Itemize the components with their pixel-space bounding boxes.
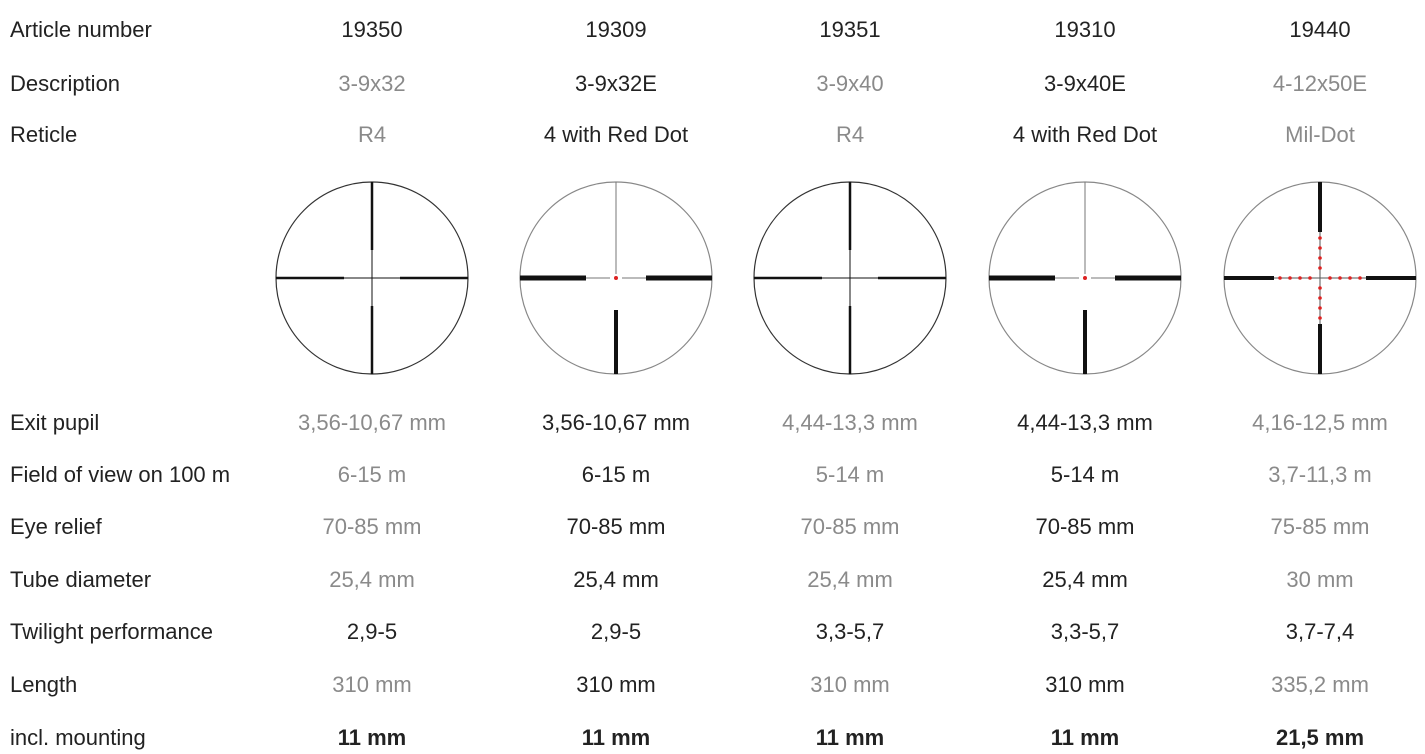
- spec-value: 30 mm: [1286, 567, 1353, 593]
- page: {"table":{"rows":[ {"label":"Article num…: [0, 0, 1425, 754]
- spec-value: 4,44-13,3 mm: [782, 410, 918, 436]
- spec-value: 21,5 mm: [1276, 725, 1364, 751]
- mil-dot: [1328, 276, 1332, 280]
- spec-value: 25,4 mm: [1042, 567, 1128, 593]
- mil-dot: [1318, 256, 1322, 260]
- spec-value: 4 with Red Dot: [1013, 122, 1157, 148]
- spec-value: 2,9-5: [591, 619, 641, 645]
- spec-value: 4,16-12,5 mm: [1252, 410, 1388, 436]
- spec-value: 3-9x40: [816, 71, 883, 97]
- spec-value: 5-14 m: [1051, 462, 1119, 488]
- spec-value: 5-14 m: [816, 462, 884, 488]
- spec-value: 70-85 mm: [1035, 514, 1134, 540]
- spec-value: 19310: [1054, 17, 1115, 43]
- spec-value: 3,7-7,4: [1286, 619, 1355, 645]
- mil-dot: [1298, 276, 1302, 280]
- spec-value: 310 mm: [576, 672, 655, 698]
- spec-value: 11 mm: [338, 725, 407, 751]
- mil-dot: [1358, 276, 1362, 280]
- mil-dot: [1318, 266, 1322, 270]
- mil-dot: [1348, 276, 1352, 280]
- spec-value: 11 mm: [582, 725, 651, 751]
- mil-dot: [1318, 236, 1322, 240]
- mil-dot: [1318, 286, 1322, 290]
- mil-dot: [1288, 276, 1292, 280]
- spec-value: 75-85 mm: [1270, 514, 1369, 540]
- spec-value: 19350: [341, 17, 402, 43]
- spec-value: 3-9x32: [338, 71, 405, 97]
- mil-dot: [1308, 276, 1312, 280]
- spec-value: 70-85 mm: [800, 514, 899, 540]
- row-label: Eye relief: [10, 514, 102, 540]
- spec-value: R4: [358, 122, 386, 148]
- mil-dot: [1318, 246, 1322, 250]
- row-label: Length: [10, 672, 77, 698]
- mil-dot: [1338, 276, 1342, 280]
- spec-value: 310 mm: [332, 672, 411, 698]
- spec-value: Mil-Dot: [1285, 122, 1355, 148]
- spec-value: 3,3-5,7: [1051, 619, 1120, 645]
- row-label: incl. mounting: [10, 725, 146, 751]
- row-label: Field of view on 100 m: [10, 462, 230, 488]
- row-label: Description: [10, 71, 120, 97]
- spec-value: 3,3-5,7: [816, 619, 885, 645]
- spec-value: 70-85 mm: [322, 514, 421, 540]
- mil-dot: [1278, 276, 1282, 280]
- spec-value: 3,7-11,3 m: [1268, 462, 1372, 488]
- mil-dot: [1318, 306, 1322, 310]
- row-label: Tube diameter: [10, 567, 151, 593]
- row-label: Reticle: [10, 122, 77, 148]
- row-label: Article number: [10, 17, 152, 43]
- spec-value: 6-15 m: [338, 462, 406, 488]
- spec-value: 25,4 mm: [807, 567, 893, 593]
- spec-value: 25,4 mm: [573, 567, 659, 593]
- spec-value: 19440: [1289, 17, 1350, 43]
- reticle-images: [0, 0, 1425, 754]
- red-dot: [1083, 276, 1087, 280]
- row-label: Twilight performance: [10, 619, 213, 645]
- spec-value: 25,4 mm: [329, 567, 415, 593]
- spec-value: 310 mm: [1045, 672, 1124, 698]
- spec-value: 6-15 m: [582, 462, 650, 488]
- spec-value: 11 mm: [816, 725, 885, 751]
- spec-value: 3,56-10,67 mm: [298, 410, 446, 436]
- spec-value: 11 mm: [1051, 725, 1120, 751]
- spec-value: 310 mm: [810, 672, 889, 698]
- row-label: Exit pupil: [10, 410, 99, 436]
- spec-value: R4: [836, 122, 864, 148]
- spec-value: 4,44-13,3 mm: [1017, 410, 1153, 436]
- spec-value: 19309: [585, 17, 646, 43]
- mil-dot: [1318, 296, 1322, 300]
- spec-value: 19351: [819, 17, 880, 43]
- spec-value: 335,2 mm: [1271, 672, 1369, 698]
- spec-value: 3-9x32E: [575, 71, 657, 97]
- spec-value: 3-9x40E: [1044, 71, 1126, 97]
- mil-dot: [1318, 316, 1322, 320]
- red-dot: [614, 276, 618, 280]
- spec-value: 2,9-5: [347, 619, 397, 645]
- spec-value: 4 with Red Dot: [544, 122, 688, 148]
- spec-value: 4-12x50E: [1273, 71, 1367, 97]
- spec-value: 3,56-10,67 mm: [542, 410, 690, 436]
- spec-value: 70-85 mm: [566, 514, 665, 540]
